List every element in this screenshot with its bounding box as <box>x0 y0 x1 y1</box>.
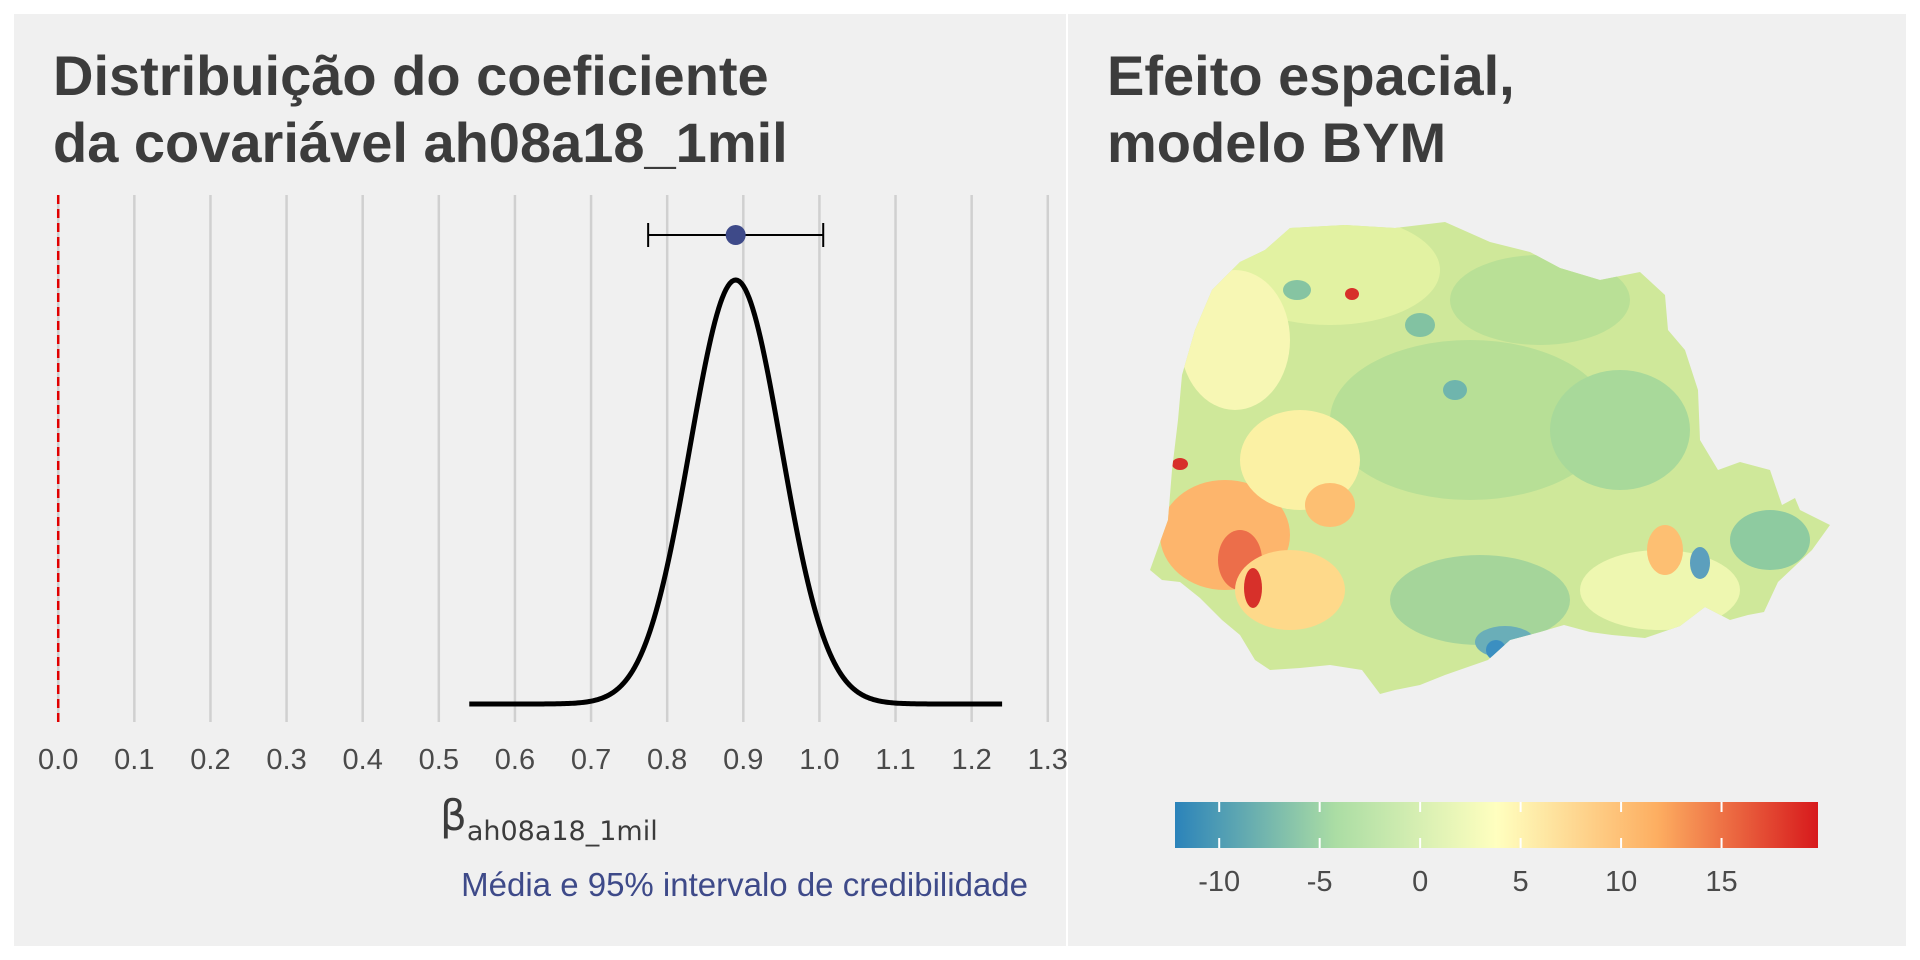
x-tick-label-0.2: 0.2 <box>190 744 230 776</box>
map-region-south <box>1390 555 1570 645</box>
map-region-east <box>1730 510 1810 570</box>
x-tick-label-1.1: 1.1 <box>875 744 915 776</box>
mean-point <box>725 225 746 245</box>
colorbar-tick-label--5: -5 <box>1307 866 1333 898</box>
map-region-center-east <box>1550 370 1690 490</box>
x-tick-label-0.5: 0.5 <box>419 744 459 776</box>
map-region-northeast <box>1450 255 1630 345</box>
x-tick-label-0.0: 0.0 <box>38 744 78 776</box>
colorbar-ticks: -10 -5 0 5 10 15 <box>1198 802 1738 898</box>
map-region-teal-1 <box>1405 313 1435 337</box>
colorbar-tick-label-5: 5 <box>1513 866 1529 898</box>
choropleth-map <box>1150 222 1830 694</box>
map-region-patches <box>1160 222 1810 660</box>
left-title-line-1: Distribuição do coeficiente <box>53 44 769 107</box>
colorbar-rect <box>1175 802 1818 848</box>
density-curve <box>468 277 1003 707</box>
x-tick-label-0.1: 0.1 <box>114 744 154 776</box>
map-region-southwest <box>1235 550 1345 630</box>
left-caption: Média e 95% intervalo de credibilidade <box>461 866 1028 903</box>
map-region-central-orange <box>1305 483 1355 527</box>
x-tick-label-1.0: 1.0 <box>799 744 839 776</box>
map-region-center <box>1330 340 1610 500</box>
x-tick-label-0.6: 0.6 <box>495 744 535 776</box>
right-title-line-2: modelo BYM <box>1107 111 1446 174</box>
map-region-red-south <box>1244 568 1262 608</box>
colorbar-tick-label-10: 10 <box>1605 866 1637 898</box>
x-tick-label-0.7: 0.7 <box>571 744 611 776</box>
x-axis-tick-labels: 0.0 0.1 0.2 0.3 0.4 0.5 0.6 0.7 0.8 0.9 1.0 1.1 1.2 1… <box>38 744 1068 776</box>
x-axis-label: βah08a18_1mil <box>440 791 658 847</box>
x-tick-label-0.4: 0.4 <box>343 744 383 776</box>
colorbar-tick-label-0: 0 <box>1412 866 1428 898</box>
x-axis-label-subscript: ah08a18_1mil <box>467 816 658 847</box>
right-title-line-1: Efeito espacial, <box>1107 44 1515 107</box>
map-region-red-north <box>1345 288 1359 300</box>
left-gridlines <box>56 195 1050 722</box>
map-region-teal-2 <box>1443 380 1467 400</box>
x-tick-label-0.3: 0.3 <box>266 744 306 776</box>
density-curve-group <box>468 277 1003 707</box>
x-tick-label-0.8: 0.8 <box>647 744 687 776</box>
map-region-northwest <box>1180 270 1290 410</box>
credible-interval-group <box>647 223 825 247</box>
colorbar-tick-label-15: 15 <box>1705 866 1737 898</box>
colorbar: -10 -5 0 5 10 15 <box>1175 802 1818 898</box>
x-tick-label-1.3: 1.3 <box>1028 744 1068 776</box>
map-region-teal-3 <box>1283 280 1311 300</box>
x-axis-label-symbol: β <box>440 791 467 840</box>
left-title-line-2: da covariável ah08a18_1mil <box>53 111 788 174</box>
left-panel-background <box>14 14 1066 946</box>
x-tick-label-1.2: 1.2 <box>951 744 991 776</box>
map-region-blue-3 <box>1690 547 1710 579</box>
colorbar-tick-label--10: -10 <box>1198 866 1240 898</box>
x-tick-label-0.9: 0.9 <box>723 744 763 776</box>
map-region-east-orange <box>1647 525 1683 575</box>
map-region-red-west <box>1172 458 1188 470</box>
